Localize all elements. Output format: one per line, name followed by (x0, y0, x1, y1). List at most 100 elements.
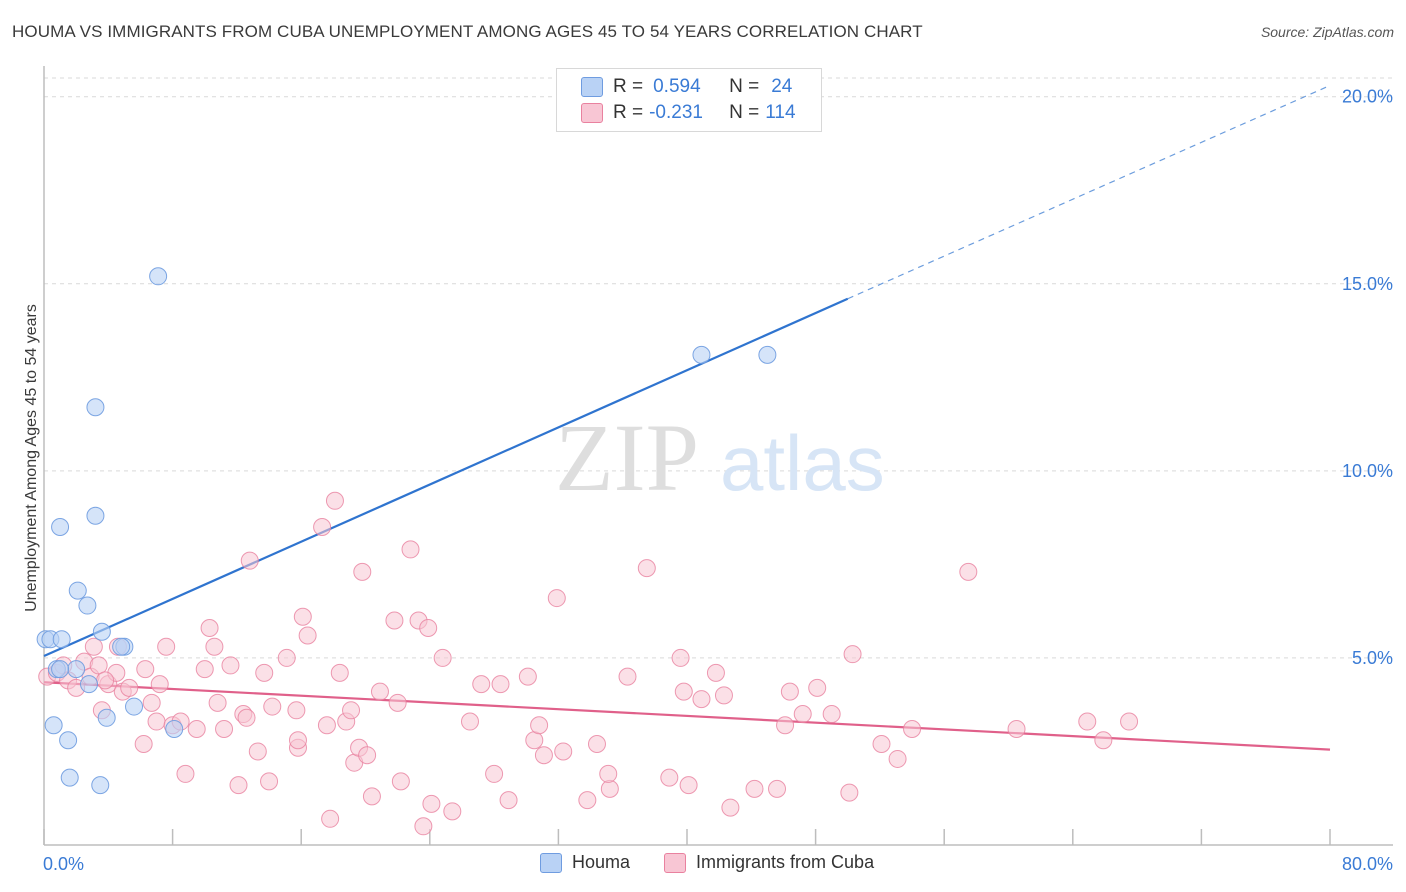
data-point-cuba (768, 779, 787, 798)
y-tick-label: 5.0% (1352, 648, 1393, 668)
data-point-cuba (554, 742, 573, 761)
data-point-cuba (287, 701, 306, 720)
data-point-cuba (840, 783, 859, 802)
data-point-cuba (491, 675, 510, 694)
data-point-cuba (599, 764, 618, 783)
data-point-houma (112, 637, 131, 656)
y-tick-label: 20.0% (1342, 87, 1393, 107)
data-point-cuba (745, 779, 764, 798)
series-immigrants-from-cuba (38, 491, 1139, 836)
r-value-houma: 0.594 (653, 76, 701, 97)
legend-swatch-houma (540, 852, 562, 873)
data-point-houma (51, 660, 70, 679)
data-point-cuba (358, 746, 377, 765)
data-point-houma (758, 345, 777, 364)
legend-label-houma: Houma (572, 852, 631, 872)
data-point-cuba (600, 779, 619, 798)
n-value-houma: 24 (771, 76, 793, 97)
data-point-houma (91, 776, 110, 795)
data-point-cuba (89, 656, 108, 675)
data-point-cuba (277, 648, 296, 667)
data-point-cuba (1078, 712, 1097, 731)
r-label: R = (613, 102, 644, 123)
data-point-cuba (903, 720, 922, 739)
data-point-cuba (353, 562, 372, 581)
data-point-cuba (401, 540, 420, 559)
data-point-cuba (660, 768, 679, 787)
data-point-cuba (525, 731, 544, 750)
y-tick-label: 15.0% (1342, 274, 1393, 294)
data-point-cuba (637, 559, 656, 578)
legend-swatch-cuba (664, 852, 687, 873)
data-point-cuba (587, 734, 606, 753)
axes (43, 66, 1393, 846)
data-point-cuba (313, 517, 332, 536)
data-point-cuba (255, 663, 274, 682)
n-value-cuba: 114 (765, 102, 796, 123)
data-point-cuba (485, 764, 504, 783)
data-point-cuba (888, 749, 907, 768)
data-point-cuba (1094, 731, 1113, 750)
data-point-cuba (822, 705, 841, 724)
data-point-cuba (721, 798, 740, 817)
data-point-cuba (578, 791, 597, 810)
data-point-cuba (136, 660, 155, 679)
data-point-cuba (321, 809, 340, 828)
data-point-cuba (142, 693, 161, 712)
data-point-cuba (208, 693, 227, 712)
data-point-houma (125, 697, 144, 716)
data-point-cuba (776, 716, 795, 735)
watermark-atlas: atlas (720, 419, 885, 507)
trend-lines (43, 84, 1331, 751)
data-point-cuba (215, 720, 234, 739)
legend-item-cuba[interactable]: Immigrants from Cuba (664, 852, 874, 873)
data-point-houma (692, 345, 711, 364)
data-point-cuba (362, 787, 381, 806)
data-point-cuba (674, 682, 693, 701)
data-point-cuba (534, 746, 553, 765)
data-point-cuba (176, 764, 195, 783)
data-point-cuba (221, 656, 240, 675)
y-tick-label: 10.0% (1342, 461, 1393, 481)
data-point-cuba (240, 551, 259, 570)
data-point-cuba (388, 693, 407, 712)
data-point-cuba (325, 491, 344, 510)
data-point-cuba (714, 686, 733, 705)
data-point-cuba (342, 701, 361, 720)
data-point-cuba (419, 618, 438, 637)
data-point-cuba (414, 817, 433, 836)
data-point-cuba (530, 716, 549, 735)
trend-line-houma (43, 297, 849, 658)
data-point-cuba (150, 675, 169, 694)
data-point-cuba (370, 682, 389, 701)
data-point-cuba (391, 772, 410, 791)
data-point-cuba (237, 708, 256, 727)
data-point-cuba (671, 648, 690, 667)
n-label: N = (729, 102, 760, 123)
legend-item-houma[interactable]: Houma (540, 852, 630, 873)
data-point-houma (67, 660, 86, 679)
data-point-houma (86, 506, 105, 525)
data-point-cuba (518, 667, 537, 686)
data-point-houma (149, 267, 168, 286)
data-point-houma (92, 622, 111, 641)
data-point-cuba (692, 690, 711, 709)
data-point-cuba (443, 802, 462, 821)
data-point-cuba (385, 611, 404, 630)
data-point-cuba (298, 626, 317, 645)
data-point-houma (97, 708, 116, 727)
series-legend: Houma Immigrants from Cuba (540, 852, 908, 873)
data-point-cuba (422, 794, 441, 813)
data-point-cuba (433, 648, 452, 667)
legend-row-houma: R = 0.594 N = 24 (581, 75, 792, 99)
data-point-cuba (959, 562, 978, 581)
data-point-cuba (134, 734, 153, 753)
data-point-cuba (618, 667, 637, 686)
n-label: N = (729, 76, 760, 97)
data-point-houma (165, 720, 184, 739)
data-point-cuba (1120, 712, 1139, 731)
data-point-cuba (248, 742, 267, 761)
data-point-cuba (793, 705, 812, 724)
r-label: R = (613, 76, 644, 97)
